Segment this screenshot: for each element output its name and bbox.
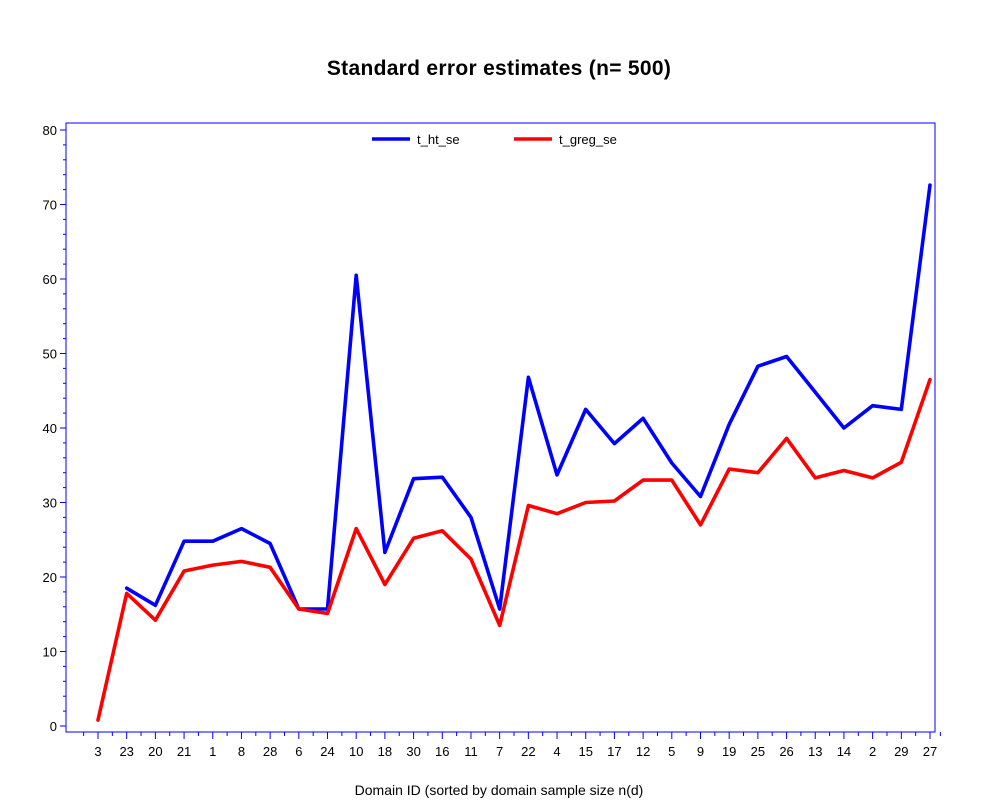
chart-title: Standard error estimates (n= 500) [326, 57, 672, 80]
x-tick-label: 25 [751, 744, 765, 759]
x-tick-label: 17 [607, 744, 621, 759]
series-line-t_ht_se [124, 183, 932, 611]
x-tick-label: 19 [722, 744, 736, 759]
y-tick-label: 80 [43, 123, 57, 138]
x-axis-label: Domain ID (sorted by domain sample size … [354, 782, 644, 798]
x-tick-label: 4 [553, 744, 560, 759]
x-tick-label: 22 [521, 744, 535, 759]
x-tick-label: 21 [177, 744, 191, 759]
x-tick-label: 26 [779, 744, 793, 759]
x-tick-label: 16 [435, 744, 449, 759]
x-tick-label: 8 [238, 744, 245, 759]
y-tick-label: 0 [50, 719, 57, 734]
x-tick-label: 3 [94, 744, 101, 759]
x-tick-label: 27 [923, 744, 937, 759]
x-tick-label: 1 [209, 744, 216, 759]
plot-frame [65, 122, 936, 733]
x-tick-label: 7 [496, 744, 503, 759]
x-tick-label: 28 [263, 744, 277, 759]
series-line-t_greg_se [96, 377, 932, 722]
y-tick-label: 60 [43, 272, 57, 287]
x-tick-label: 20 [148, 744, 162, 759]
legend-label: t_greg_se [559, 132, 617, 147]
x-tick-label: 5 [668, 744, 675, 759]
x-tick-label: 11 [464, 744, 478, 759]
x-tick-label: 2 [869, 744, 876, 759]
x-tick-label: 29 [894, 744, 908, 759]
series-lines [96, 183, 932, 722]
y-tick-label: 50 [43, 347, 57, 362]
y-axis: 0 10 20 30 40 50 60 70 80 [43, 123, 66, 734]
legend: t_ht_se t_greg_se [372, 132, 617, 147]
x-tick-label: 24 [320, 744, 334, 759]
x-tick-label: 12 [636, 744, 650, 759]
x-tick-label: 30 [406, 744, 420, 759]
y-tick-label: 10 [43, 645, 57, 660]
x-tick-label: 13 [808, 744, 822, 759]
y-tick-label: 20 [43, 570, 57, 585]
x-tick-label: 6 [295, 744, 302, 759]
x-tick-label: 10 [349, 744, 363, 759]
x-tick-label: 23 [119, 744, 133, 759]
x-tick-label: 14 [837, 744, 851, 759]
y-tick-label: 40 [43, 421, 57, 436]
y-tick-label: 30 [43, 496, 57, 511]
y-tick-label: 70 [43, 198, 57, 213]
x-tick-label: 15 [578, 744, 592, 759]
x-tick-label: 9 [697, 744, 704, 759]
legend-label: t_ht_se [417, 132, 460, 147]
x-axis: 3 23 20 21 1 8 28 6 24 10 18 30 16 11 7 22 4 15 17 12 5 9 19 25… [83, 732, 941, 759]
x-tick-label: 18 [378, 744, 392, 759]
